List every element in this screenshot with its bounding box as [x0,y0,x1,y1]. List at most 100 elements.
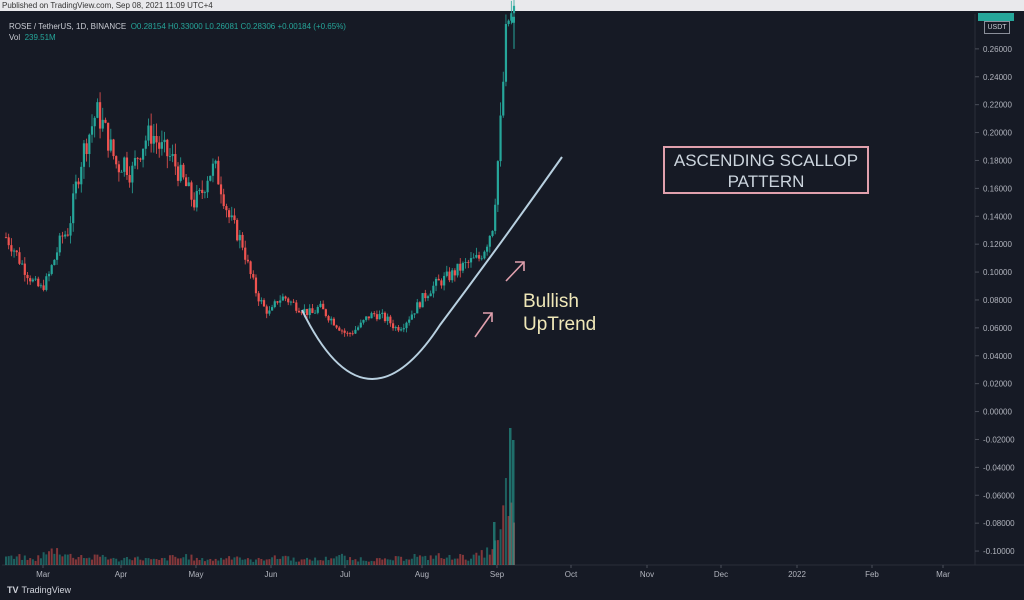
published-bar: Published on TradingView.com, Sep 08, 20… [0,0,1024,11]
candle-body [112,139,115,157]
x-tick-label: Jun [265,570,278,579]
candle-body [308,308,311,316]
volume-bar [144,558,147,565]
volume-bar [104,556,107,565]
volume-bar [120,560,123,565]
candle-body [233,215,236,220]
volume-bar [99,556,102,565]
y-tick-label: 0.24000 [983,73,1012,82]
candle-body [171,154,174,157]
candle-body [123,157,126,172]
volume-bar [287,556,290,565]
volume-bar [330,558,333,565]
candle-body [292,301,295,303]
volume-bar [461,554,464,565]
volume-bar [217,560,220,565]
candle-body [426,296,430,299]
volume-bar [319,560,322,565]
candle-body [152,135,155,144]
symbol-header: ROSE / TetherUS, 1D, BINANCE O0.28154 H0… [9,22,346,31]
candle-body [80,166,83,185]
published-text: Published on TradingView.com, Sep 08, 20… [2,1,213,10]
volume-bar [150,559,153,565]
volume-bar [136,556,139,565]
candle-body [222,194,225,207]
volume-bar [493,522,496,565]
volume-bar [359,557,362,565]
volume-bar [408,559,411,565]
candle-body [21,263,24,265]
candle-body [370,313,373,319]
candle-body [281,296,284,301]
candle-body [4,237,8,238]
candle-body [195,191,198,208]
volume-bar [263,560,266,565]
volume-bar [308,559,311,565]
volume-bar [31,559,34,565]
candle-body [279,300,282,303]
candle-body [440,280,443,286]
candle-body [421,293,424,308]
candle-body [101,119,104,129]
candle-body [357,327,360,330]
volume-bar [314,557,317,565]
volume-bar [48,551,51,565]
volume-bar [381,559,384,565]
y-tick-label: -0.08000 [983,519,1015,528]
volume-bar [139,559,142,565]
volume-bar [115,558,118,565]
volume-bar [459,554,462,565]
candle-body [246,259,250,262]
volume-bar [464,559,467,565]
volume-bar [134,557,137,565]
candle-body [502,81,505,116]
candle-body [338,327,341,331]
volume-bar [488,554,491,565]
candle-body [260,300,263,302]
volume-bar [238,557,241,565]
volume-bar [214,558,217,565]
candle-body [58,235,61,253]
candle-body [475,255,478,258]
volume-bar [96,554,99,565]
volume-bar [152,558,155,565]
candle-body [408,319,411,323]
pattern-label-line1: ASCENDING SCALLOP [673,151,859,170]
candle-body [445,271,448,276]
candle-body [230,215,233,218]
volume-bar [491,549,494,565]
candle-body [55,252,59,260]
volume-bar [15,556,18,565]
candle-body [448,271,451,281]
candle-body [125,157,129,176]
volume-bar [306,557,309,565]
candle-body [391,323,395,329]
volume-bar [66,554,69,565]
arrow-lower [474,312,493,338]
currency-badge[interactable]: USDT [984,21,1010,34]
volume-bar [486,547,489,565]
candle-body [316,307,319,313]
candle-body [69,223,72,236]
candle-body [184,177,188,187]
volume-bar [128,559,131,565]
x-tick-label: Sep [490,570,505,579]
candle-body [402,328,405,330]
volume-bar [58,554,61,565]
candle-body [50,265,53,274]
candle-body [284,296,287,299]
volume-bar [26,559,29,565]
tradingview-logo[interactable]: TV TradingView [7,585,71,595]
volume-bar [410,558,413,565]
x-tick-label: Oct [565,570,578,579]
volume-bar [163,557,166,565]
candle-body [381,312,384,314]
candle-body [434,278,438,286]
candle-body [512,5,516,14]
y-tick-label: 0.04000 [983,352,1012,361]
volume-bar [185,554,188,565]
candle-body [459,263,462,271]
candle-body [182,164,185,178]
candle-body [107,122,110,151]
